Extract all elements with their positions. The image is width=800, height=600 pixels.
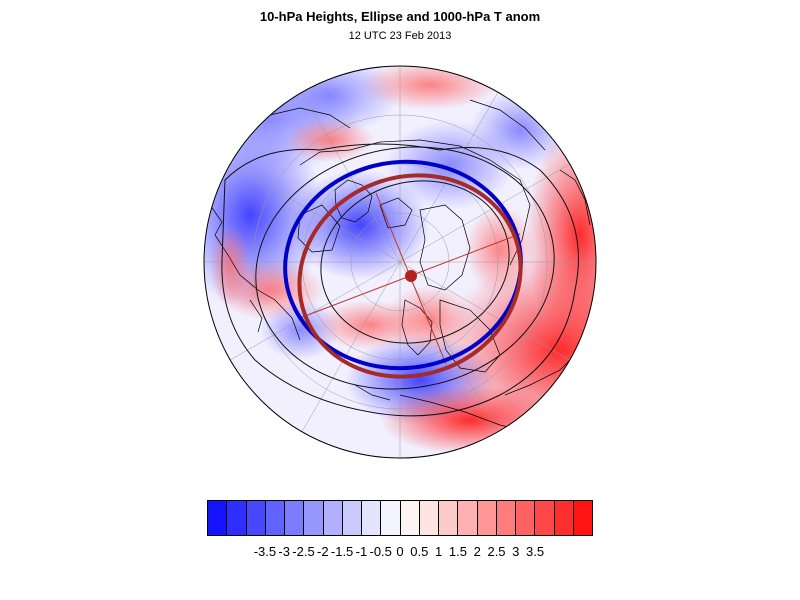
colorbar-swatch [285,501,305,535]
colorbar-tick-label: -2 [317,544,329,559]
colorbar-swatch [304,501,324,535]
colorbar-swatch [573,501,592,535]
colorbar-swatch [227,501,247,535]
colorbar-swatch [400,501,420,535]
temperature-anomaly-shading [204,66,596,458]
colorbar-tick-label: -0.5 [369,544,392,559]
colorbar-labels: -3.5 -3 -2.5 -2 -1.5 -1 -0.5 0 0.5 1 1.5 2 2.5 3 3.5 [207,544,593,560]
colorbar-swatch [342,501,362,535]
colorbar-swatch [419,501,439,535]
vortex-centroid [405,270,417,282]
colorbar-swatch [323,501,343,535]
colorbar-swatch [362,501,382,535]
colorbar-tick-label: -2.5 [292,544,315,559]
colorbar-swatch [535,501,555,535]
colorbar-tick-label: -3.5 [253,544,277,559]
colorbar [207,500,593,536]
colorbar-swatch [246,501,266,535]
colorbar-tick-label: 0 [396,544,404,559]
colorbar-swatch [516,501,536,535]
longitude-line [301,261,401,432]
colorbar-tick-label: 0.5 [410,544,429,559]
colorbar-tick-label: -3 [278,544,290,559]
colorbar-tick-label: 2.5 [487,544,506,559]
longitude-line [301,92,401,263]
colorbar-tick-label: 3 [512,544,520,559]
colorbar-swatch [381,501,401,535]
colorbar-swatch [496,501,516,535]
colorbar-tick-label: -1 [355,544,368,559]
map-subtitle: 12 UTC 23 Feb 2013 [348,30,452,42]
colorbar-swatch [208,501,228,535]
colorbar-swatch [439,501,459,535]
colorbar-tick-label: 3.5 [526,544,545,559]
colorbar-swatch [458,501,478,535]
colorbar-tick-label: -1.5 [330,544,354,559]
colorbar-swatch [265,501,285,535]
lat-lon-grid [204,66,596,458]
polar-vortex-ellipse [297,173,523,379]
map-title: 10-hPa Heights, Ellipse and 1000-hPa T a… [259,9,541,24]
map-boundary [203,65,597,459]
colorbar-tick-label: 2 [473,544,481,559]
longitude-line [399,92,499,263]
colorbar-tick-label: 1 [434,544,443,559]
height-contours [221,143,579,417]
longitude-line [230,163,401,263]
colorbar-swatch [477,501,497,535]
colorbar-tick-label: 1.5 [448,544,467,559]
longitude-line [399,163,570,263]
longitude-line [230,261,401,361]
colorbar-swatch [554,501,574,535]
